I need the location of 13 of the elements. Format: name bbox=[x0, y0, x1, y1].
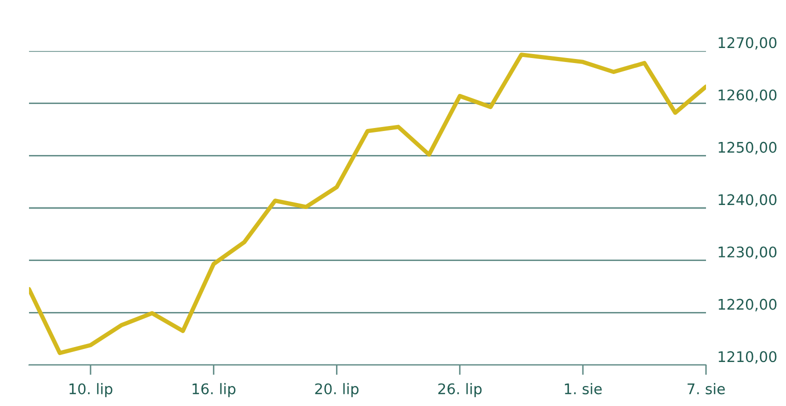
x-tick-label: 7. sie bbox=[688, 383, 725, 394]
x-tick-label: 26. lip bbox=[438, 383, 482, 398]
y-tick-label: 1270,00 bbox=[718, 37, 776, 50]
y-tick-label: 1220,00 bbox=[718, 298, 776, 312]
y-tick-label: 1250,00 bbox=[718, 142, 776, 154]
x-tick-label: 1. sie bbox=[564, 383, 602, 394]
y-tick-label: 1240,00 bbox=[718, 194, 776, 207]
y-tick-label: 1260,00 bbox=[718, 89, 776, 102]
x-tick-label: 10. lip bbox=[70, 383, 112, 398]
y-tick-label: 1210,00 bbox=[718, 351, 776, 364]
x-tick-label: 16. lip bbox=[192, 383, 236, 398]
y-tick-label: 1230,00 bbox=[718, 246, 776, 259]
x-tick-label: 20. lip bbox=[315, 383, 359, 398]
